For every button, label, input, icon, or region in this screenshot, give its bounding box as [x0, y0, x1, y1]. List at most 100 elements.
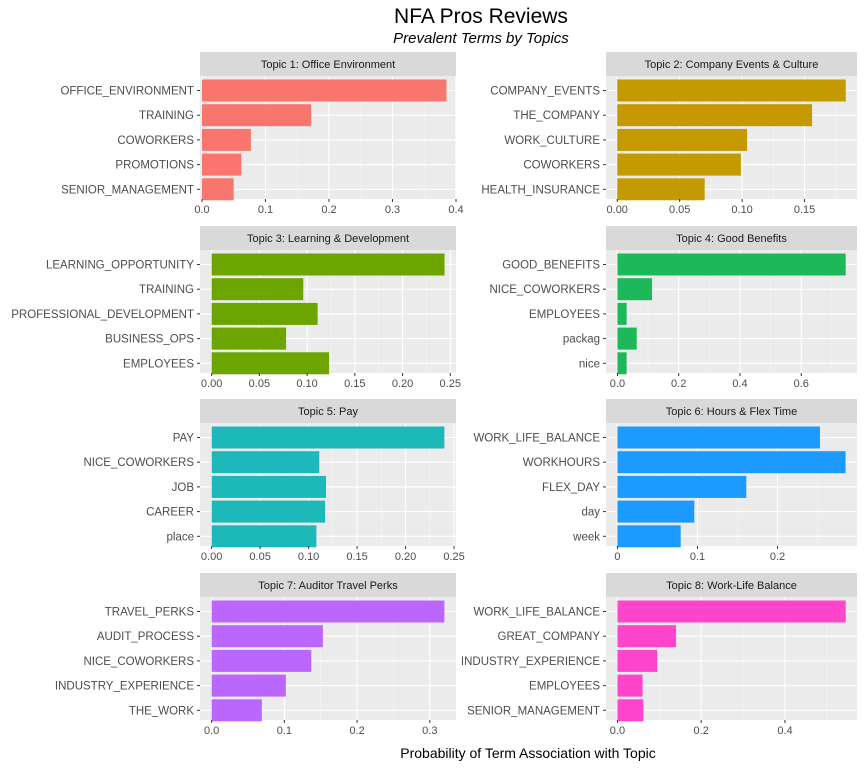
bar-1 — [617, 79, 846, 102]
strip-background — [200, 573, 456, 597]
category-label: OFFICE_ENVIRONMENT — [60, 86, 194, 98]
bar-1 — [211, 600, 445, 623]
category-label: AUDIT_PROCESS — [97, 631, 194, 643]
bar-2 — [617, 625, 677, 648]
category-label: PROMOTIONS — [115, 160, 194, 172]
strip-background — [606, 52, 857, 76]
category-label: SENIOR_MANAGEMENT — [467, 705, 600, 717]
x-tick-label: 0.05 — [249, 551, 270, 563]
x-tick-label: 0.15 — [794, 204, 815, 216]
bar-4 — [201, 153, 242, 176]
category-label: COWORKERS — [523, 160, 600, 172]
x-tick-label: 0.2 — [694, 725, 709, 737]
x-tick-label: 0.3 — [385, 204, 400, 216]
facet-panel-2: Topic 2: Company Events & Culture COMPANY… — [481, 52, 857, 216]
bar-3 — [617, 475, 747, 498]
bar-5 — [201, 178, 234, 201]
facet-panel-5: Topic 5: Pay PAY NICE_COWORKERS JOB CAREER pl… — [83, 399, 465, 563]
x-tick-label: 0.3 — [422, 725, 437, 737]
category-label: INDUSTRY_EXPERIENCE — [55, 681, 194, 693]
strip-background — [606, 399, 857, 423]
chart-subtitle: Prevalent Terms by Topics — [393, 30, 569, 47]
category-label: JOB — [172, 482, 195, 494]
category-label: LEARNING_OPPORTUNITY — [46, 260, 194, 272]
bar-4 — [617, 327, 637, 350]
bar-3 — [201, 128, 251, 151]
x-tick-label: 0.0 — [204, 725, 219, 737]
x-tick-label: 0.1 — [277, 725, 292, 737]
strip-background — [200, 399, 456, 423]
category-label: TRAVEL_PERKS — [105, 607, 195, 619]
bar-2 — [211, 625, 323, 648]
category-label: WORK_CULTURE — [504, 135, 600, 147]
strip-title: Topic 1: Office Environment — [261, 59, 395, 71]
category-label: CAREER — [146, 507, 194, 519]
bar-4 — [211, 327, 287, 350]
bar-4 — [617, 674, 643, 697]
category-label: packag — [563, 334, 600, 346]
x-tick-label: 0.0 — [194, 204, 209, 216]
category-label: WORK_LIFE_BALANCE — [473, 607, 600, 619]
x-tick-label: 0.20 — [395, 551, 416, 563]
x-tick-label: 0.05 — [249, 378, 270, 390]
bar-1 — [201, 79, 447, 102]
category-label: NICE_COWORKERS — [489, 284, 600, 296]
bar-5 — [617, 352, 627, 375]
strip-background — [606, 226, 857, 250]
strip-background — [200, 226, 456, 250]
x-tick-label: 0.00 — [201, 551, 222, 563]
x-tick-label: 0.2 — [770, 551, 785, 563]
category-label: SENIOR_MANAGEMENT — [61, 184, 194, 196]
x-tick-label: 0.00 — [607, 204, 628, 216]
facet-panel-4: Topic 4: Good Benefits GOOD_BENEFITS NICE_… — [489, 226, 857, 390]
category-label: NICE_COWORKERS — [83, 457, 194, 469]
bar-4 — [211, 674, 286, 697]
bar-3 — [211, 475, 327, 498]
strip-background — [200, 52, 456, 76]
x-tick-label: 0.15 — [344, 378, 365, 390]
x-tick-label: 0.1 — [690, 551, 705, 563]
x-tick-label: 0.20 — [392, 378, 413, 390]
bar-4 — [617, 500, 695, 523]
category-label: EMPLOYEES — [123, 358, 194, 370]
bar-5 — [211, 699, 262, 722]
bar-2 — [617, 104, 813, 127]
bar-5 — [617, 699, 644, 722]
x-tick-label: 0.05 — [669, 204, 690, 216]
bar-4 — [211, 500, 326, 523]
category-label: EMPLOYEES — [529, 681, 600, 693]
chart-title: NFA Pros Reviews — [394, 5, 568, 28]
facet-panel-1: Topic 1: Office Environment OFFICE_ENVIRO… — [60, 52, 464, 216]
bar-2 — [211, 278, 304, 301]
x-tick-label: 0.1 — [258, 204, 273, 216]
bar-1 — [211, 253, 445, 276]
x-tick-label: 0.10 — [296, 378, 317, 390]
strip-title: Topic 5: Pay — [298, 406, 358, 418]
bar-4 — [617, 153, 741, 176]
category-label: COMPANY_EVENTS — [490, 86, 600, 98]
bar-3 — [617, 302, 627, 325]
strip-title: Topic 3: Learning & Development — [247, 233, 409, 245]
bar-5 — [617, 178, 705, 201]
strip-background — [606, 573, 857, 597]
category-label: GREAT_COMPANY — [498, 631, 601, 643]
category-label: nice — [579, 358, 600, 370]
bar-3 — [211, 649, 312, 672]
x-tick-label: 0.2 — [671, 378, 686, 390]
facet-panels: Topic 1: Office Environment OFFICE_ENVIRO… — [11, 52, 857, 737]
bar-5 — [617, 525, 681, 548]
x-tick-label: 0.15 — [346, 551, 367, 563]
x-tick-label: 0.25 — [440, 378, 461, 390]
x-tick-label: 0.2 — [349, 725, 364, 737]
bar-3 — [617, 128, 748, 151]
x-tick-label: 0.0 — [610, 725, 625, 737]
facet-panel-8: Topic 8: Work-Life Balance WORK_LIFE_BALA… — [461, 573, 857, 737]
category-label: WORK_LIFE_BALANCE — [473, 433, 600, 445]
x-tick-label: 0.4 — [732, 378, 747, 390]
category-label: week — [572, 531, 600, 543]
category-label: EMPLOYEES — [529, 309, 600, 321]
bar-1 — [211, 426, 445, 449]
x-tick-label: 0.0 — [610, 378, 625, 390]
strip-title: Topic 6: Hours & Flex Time — [666, 406, 797, 418]
category-label: place — [167, 531, 195, 543]
